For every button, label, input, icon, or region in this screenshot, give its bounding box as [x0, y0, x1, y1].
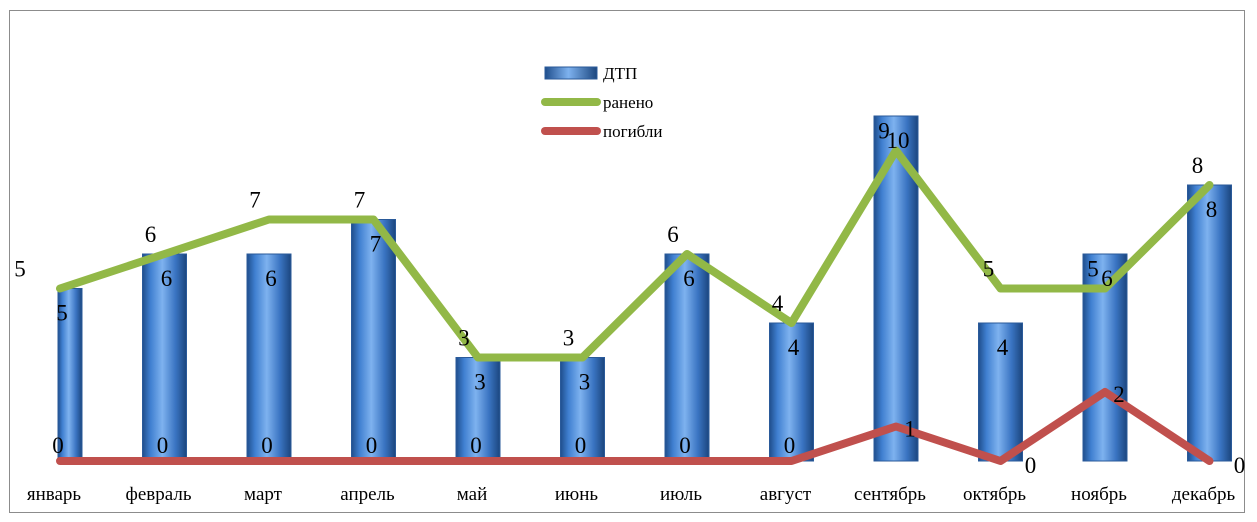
bar-label-6: 3 [579, 370, 591, 395]
legend: ДТП ранено погибли [541, 64, 662, 141]
legend-swatch-1 [544, 66, 598, 80]
ranено-label-6: 3 [563, 326, 575, 351]
x-tick-5: май [457, 484, 488, 505]
ranено-label-1: 5 [14, 257, 26, 282]
bar-label-8: 4 [788, 335, 800, 360]
bar-label-5: 3 [474, 370, 486, 395]
line-погибли [56, 388, 1214, 465]
bar-label-9: 10 [887, 128, 910, 153]
bar-7 [664, 253, 710, 462]
bar-label-4: 7 [370, 232, 382, 257]
pogibli-label-9: 1 [904, 417, 916, 442]
pogibli-label-5: 0 [470, 433, 482, 458]
pogibli-label-12: 0 [1234, 453, 1246, 478]
pogibli-label-2: 0 [157, 433, 169, 458]
bar-1 [57, 288, 83, 462]
bar-5 [455, 357, 501, 462]
ranено-label-11: 5 [1087, 257, 1099, 282]
x-tick-2: февраль [126, 484, 192, 505]
ranено-label-10: 5 [983, 257, 995, 282]
x-tick-4: апрель [340, 484, 395, 505]
pogibli-label-10: 0 [1025, 453, 1037, 478]
x-tick-1: январь [27, 484, 82, 505]
pogibli-label-7: 0 [679, 433, 691, 458]
bar-label-7: 6 [683, 266, 695, 291]
bar-12 [1187, 184, 1232, 462]
ranено-label-7: 6 [667, 222, 679, 247]
ranено-label-3: 7 [249, 188, 261, 213]
ranено-label-4: 7 [354, 188, 366, 213]
x-tick-8: август [760, 484, 812, 505]
bar-label-3: 6 [265, 266, 277, 291]
pogibli-label-1: 0 [52, 433, 64, 458]
bar-label-2: 6 [161, 266, 173, 291]
bar-4 [351, 219, 396, 462]
pogibli-label-11: 2 [1113, 382, 1125, 407]
ranено-label-8: 4 [772, 291, 784, 316]
ranено-label-5: 3 [458, 326, 470, 351]
bar-label-1: 5 [56, 301, 68, 326]
x-tick-9: сентябрь [854, 484, 926, 505]
pogibli-label-3: 0 [261, 433, 273, 458]
bar-3 [246, 253, 292, 462]
x-tick-12: декабрь [1172, 484, 1236, 505]
pogibli-label-6: 0 [575, 433, 587, 458]
x-tick-10: октябрь [963, 484, 1026, 505]
x-tick-7: июль [660, 484, 702, 505]
line-ранено [56, 146, 1214, 362]
x-tick-3: март [244, 484, 283, 505]
bar-label-11: 6 [1101, 266, 1113, 291]
x-tick-6: июнь [555, 484, 599, 505]
legend-label-3: погибли [603, 122, 662, 141]
bar-label-12: 8 [1206, 197, 1218, 222]
pogibli-label-4: 0 [366, 433, 378, 458]
bar-label-10: 4 [997, 335, 1009, 360]
legend-label-1: ДТП [603, 64, 637, 83]
x-tick-11: ноябрь [1071, 484, 1127, 505]
chart-frame [9, 10, 1245, 513]
ranено-label-2: 6 [145, 222, 157, 247]
ranено-label-12: 8 [1192, 153, 1204, 178]
bar-10 [978, 322, 1023, 462]
legend-label-2: ранено [603, 93, 653, 112]
x-axis: январь февраль март апрель май июнь июль август… [27, 484, 1236, 505]
ranено-label-9: 9 [878, 119, 890, 144]
line-series [56, 146, 1214, 465]
pogibli-label-8: 0 [784, 433, 796, 458]
bar-series [57, 115, 1232, 462]
